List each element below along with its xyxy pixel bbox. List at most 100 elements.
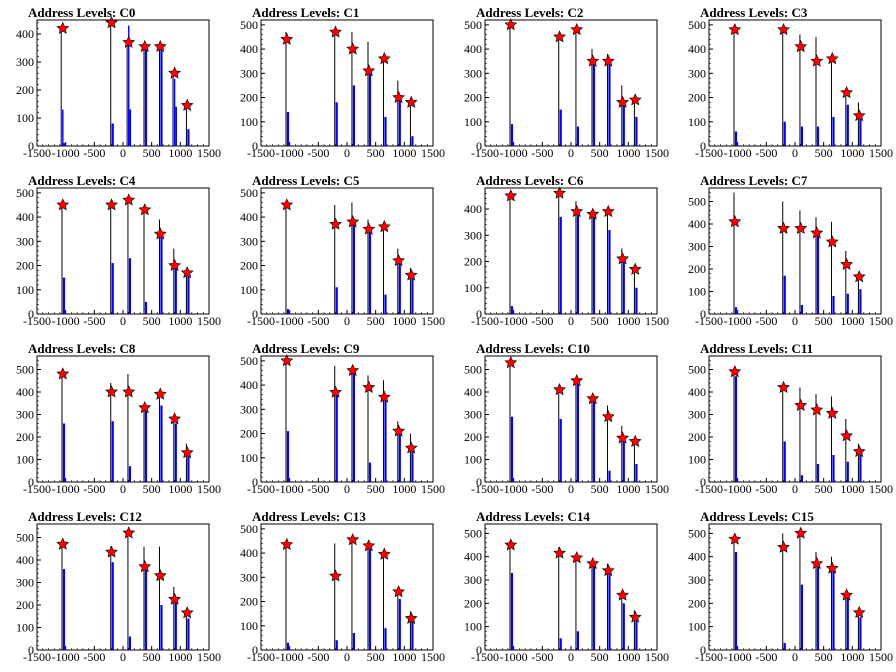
x-tick-label: -1000 <box>500 146 528 160</box>
peak-marker-star <box>601 563 615 577</box>
x-tick-label: 0 <box>344 650 350 664</box>
x-tick-label: -1000 <box>52 650 80 664</box>
chart-plot: -1500 -1000 -500 0 500 1000 1500 0 100 200 300 400 <box>16 16 221 160</box>
peak-marker-star <box>346 363 360 376</box>
chart-title: Address Levels: C6 <box>476 173 584 188</box>
y-tick-label: 500 <box>240 522 258 536</box>
peak-marker-star <box>794 221 808 234</box>
y-tick-label: 100 <box>464 620 482 634</box>
y-tick-label: 400 <box>464 385 482 399</box>
y-tick-label: 500 <box>16 186 34 200</box>
y-tick-label: 200 <box>688 91 706 105</box>
peak-marker-star <box>840 85 854 99</box>
peak-marker-star <box>153 387 167 400</box>
peak-marker-star <box>570 551 584 564</box>
peak-marker-star <box>840 257 854 270</box>
y-tick-label: 400 <box>688 42 706 56</box>
plot-frame <box>484 187 658 315</box>
peak-marker-star <box>377 52 391 65</box>
y-tick-label: 300 <box>240 66 258 80</box>
x-tick-label: -500 <box>531 314 553 328</box>
peak-marker-star <box>153 227 167 240</box>
peak-marker-star <box>825 235 839 248</box>
chart-title: Address Levels: C0 <box>28 5 136 20</box>
y-tick-label: 0 <box>252 307 258 321</box>
y-tick-label: 300 <box>464 66 482 80</box>
x-tick-label: -500 <box>307 314 329 328</box>
chart-plot: -1500 -1000 -500 0 500 1000 1500 0 100 200 300 400 5… <box>240 186 445 328</box>
peak-marker-star <box>628 93 642 106</box>
chart-panel: Address Levels: C5 -1500 -1000 -500 0 500 1000… <box>224 168 448 336</box>
y-tick-label: 400 <box>240 210 258 224</box>
chart-title: Address Levels: C13 <box>252 509 366 524</box>
y-tick-label: 100 <box>16 111 34 125</box>
x-tick-label: 1500 <box>421 146 445 160</box>
y-tick-label: 100 <box>240 619 258 633</box>
peak-marker-star <box>570 22 584 36</box>
x-tick-label: 1500 <box>869 650 893 664</box>
x-tick-label: 1500 <box>869 482 893 496</box>
x-tick-label: -1000 <box>500 314 528 328</box>
chart-title: Address Levels: C12 <box>28 509 142 524</box>
peak-marker-star <box>153 569 167 582</box>
y-tick-label: 200 <box>688 430 706 444</box>
y-tick-label: 400 <box>16 553 34 567</box>
chart-title: Address Levels: C14 <box>476 509 590 524</box>
x-tick-label: 1500 <box>197 650 221 664</box>
plot-frame <box>260 355 434 483</box>
y-tick-label: 200 <box>240 595 258 609</box>
peak-marker-star <box>504 189 518 202</box>
x-tick-label: 1000 <box>840 314 864 328</box>
y-tick-label: 400 <box>16 27 34 41</box>
y-tick-label: 300 <box>16 408 34 422</box>
peak-marker-star <box>810 54 824 67</box>
chart-panel: Address Levels: C0 -1500 -1000 -500 0 500 1000… <box>0 0 224 168</box>
chart-plot: -1500 -1000 -500 0 500 1000 1500 0 100 200 300 400 5… <box>464 355 669 496</box>
x-tick-label: 500 <box>143 482 161 496</box>
chart-panel: Address Levels: C11 -1500 -1000 -500 0 500 100… <box>672 336 896 504</box>
x-tick-label: 1500 <box>645 146 669 160</box>
y-tick-label: 200 <box>240 91 258 105</box>
peak-marker-star <box>138 560 152 573</box>
y-tick-label: 300 <box>688 408 706 422</box>
x-tick-label: -1500 <box>247 314 275 328</box>
x-tick-label: -500 <box>83 314 105 328</box>
x-tick-label: 1000 <box>840 650 864 664</box>
x-tick-label: 0 <box>344 482 350 496</box>
x-tick-label: 0 <box>120 146 126 160</box>
peak-marker-star <box>404 611 418 624</box>
y-tick-label: 200 <box>464 255 482 269</box>
x-tick-label: 500 <box>367 482 385 496</box>
y-tick-label: 400 <box>240 378 258 392</box>
plot-frame <box>484 19 658 147</box>
peak-marker-star <box>777 380 790 393</box>
y-tick-label: 0 <box>252 475 258 489</box>
x-tick-label: -1500 <box>471 146 499 160</box>
x-tick-label: -1000 <box>724 314 752 328</box>
y-tick-label: 200 <box>464 596 482 610</box>
peak-marker-star <box>346 42 360 55</box>
x-tick-label: 0 <box>792 146 798 160</box>
peak-marker-star <box>553 546 566 559</box>
y-tick-label: 200 <box>16 598 34 612</box>
x-tick-label: 1000 <box>168 482 192 496</box>
chart-title: Address Levels: C5 <box>252 173 360 188</box>
peak-marker-star <box>601 54 615 67</box>
peak-marker-star <box>840 588 854 601</box>
peak-marker-star <box>56 21 70 34</box>
chart-panel: Address Levels: C9 -1500 -1000 -500 0 500 1000… <box>224 336 448 504</box>
peak-marker-star <box>728 365 742 378</box>
y-tick-label: 300 <box>240 570 258 584</box>
y-tick-label: 300 <box>16 576 34 590</box>
peak-marker-star <box>825 561 839 574</box>
y-tick-label: 200 <box>16 259 34 273</box>
x-tick-label: 1000 <box>616 146 640 160</box>
x-tick-label: 500 <box>143 650 161 664</box>
peak-marker-star <box>616 252 630 265</box>
y-tick-label: 0 <box>476 643 482 657</box>
y-tick-label: 400 <box>688 385 706 399</box>
peak-marker-star <box>616 95 630 108</box>
peak-marker-star <box>810 556 824 570</box>
x-tick-label: -500 <box>531 146 553 160</box>
